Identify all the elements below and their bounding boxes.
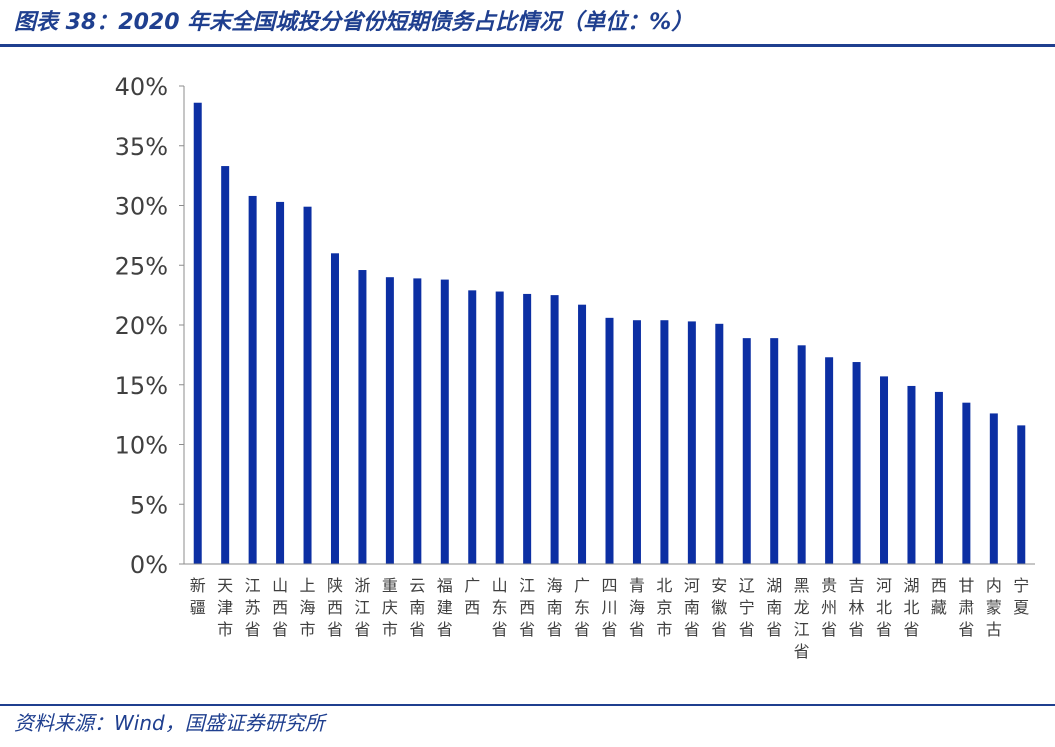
x-tick-label: 贵州省 [821, 576, 837, 639]
x-tick-label: 福建省 [437, 576, 453, 639]
x-tick-label: 江苏省 [245, 576, 261, 639]
x-tick-label: 新疆 [190, 576, 206, 617]
source-note: 资料来源：Wind，国盛证券研究所 [14, 711, 325, 735]
bar [715, 323, 724, 564]
bar [989, 413, 998, 564]
y-tick-label: 5% [130, 491, 168, 519]
bar [523, 293, 532, 564]
x-tick-label: 天津市 [217, 576, 233, 639]
bar [852, 362, 861, 564]
x-tick-label: 河北省 [876, 576, 892, 639]
footer-divider [0, 704, 1055, 706]
bar [880, 376, 889, 564]
x-tick-label: 河南省 [684, 576, 700, 639]
x-tick-label: 黑龙江省 [794, 576, 810, 661]
bar [605, 317, 614, 564]
x-tick-label: 广西 [464, 576, 480, 617]
bar [825, 357, 834, 564]
bar [962, 402, 971, 564]
y-tick-label: 15% [115, 372, 168, 400]
bar [248, 195, 257, 564]
bar [660, 320, 669, 564]
x-tick-label: 陕西省 [327, 576, 343, 639]
x-tick-label: 云南省 [409, 576, 425, 639]
x-tick-label: 湖南省 [766, 576, 782, 639]
x-tick-label: 广东省 [574, 576, 590, 639]
y-tick-label: 30% [115, 193, 168, 221]
x-tick-label: 重庆市 [382, 576, 398, 639]
bar [578, 304, 587, 564]
bar [330, 253, 339, 565]
bar [358, 270, 367, 564]
bar [495, 291, 504, 564]
bar [468, 290, 477, 564]
bar [742, 338, 751, 564]
y-tick-label: 40% [115, 73, 168, 101]
x-tick-label: 山东省 [492, 576, 508, 639]
bar [1017, 425, 1026, 564]
bar [770, 338, 779, 564]
x-tick-label: 浙江省 [354, 576, 370, 639]
x-tick-label: 上海市 [300, 576, 316, 639]
x-tick-label: 安徽省 [711, 576, 727, 639]
y-axis-ticks: 0% 5% 10% 15% 20% 25% 30% 35% 40% [115, 73, 184, 579]
x-tick-label: 西藏 [931, 576, 947, 617]
bar [413, 278, 422, 564]
bar [221, 166, 230, 564]
x-tick-label: 湖北省 [903, 576, 919, 639]
bar [797, 345, 806, 564]
bar [193, 102, 202, 564]
bar [276, 201, 285, 565]
title-divider [0, 44, 1055, 47]
x-axis-labels: 新疆天津市江苏省山西省上海市陕西省浙江省重庆市云南省福建省广西山东省江西省海南省… [190, 576, 1030, 661]
x-tick-label: 辽宁省 [739, 576, 755, 639]
bar [907, 385, 916, 564]
x-tick-label: 青海省 [629, 576, 645, 639]
y-tick-label: 10% [115, 432, 168, 460]
y-tick-label: 35% [115, 133, 168, 161]
y-tick-label: 25% [115, 252, 168, 280]
bar [303, 206, 312, 564]
x-tick-label: 江西省 [519, 576, 535, 639]
bar-series [193, 102, 1026, 565]
bar [632, 320, 641, 564]
bar [687, 321, 696, 564]
x-tick-label: 海南省 [547, 576, 563, 639]
bar [550, 295, 559, 564]
bar [385, 277, 394, 564]
x-tick-label: 宁夏 [1013, 576, 1029, 617]
x-tick-label: 山西省 [272, 576, 288, 639]
x-tick-label: 内蒙古 [986, 576, 1002, 639]
bar [934, 391, 943, 564]
x-tick-label: 北京市 [656, 576, 672, 639]
x-tick-label: 吉林省 [849, 576, 865, 639]
x-tick-label: 甘肃省 [958, 576, 974, 639]
figure-title: 图表 38：2020 年末全国城投分省份短期债务占比情况（单位：%） [14, 10, 694, 35]
bar-chart: 0% 5% 10% 15% 20% 25% 30% 35% 40% 新疆天津市江苏省山西省上海市… [115, 73, 1035, 661]
y-tick-label: 20% [115, 312, 168, 340]
x-tick-label: 四川省 [601, 576, 617, 639]
bar [440, 279, 449, 564]
y-tick-label: 0% [130, 551, 168, 579]
